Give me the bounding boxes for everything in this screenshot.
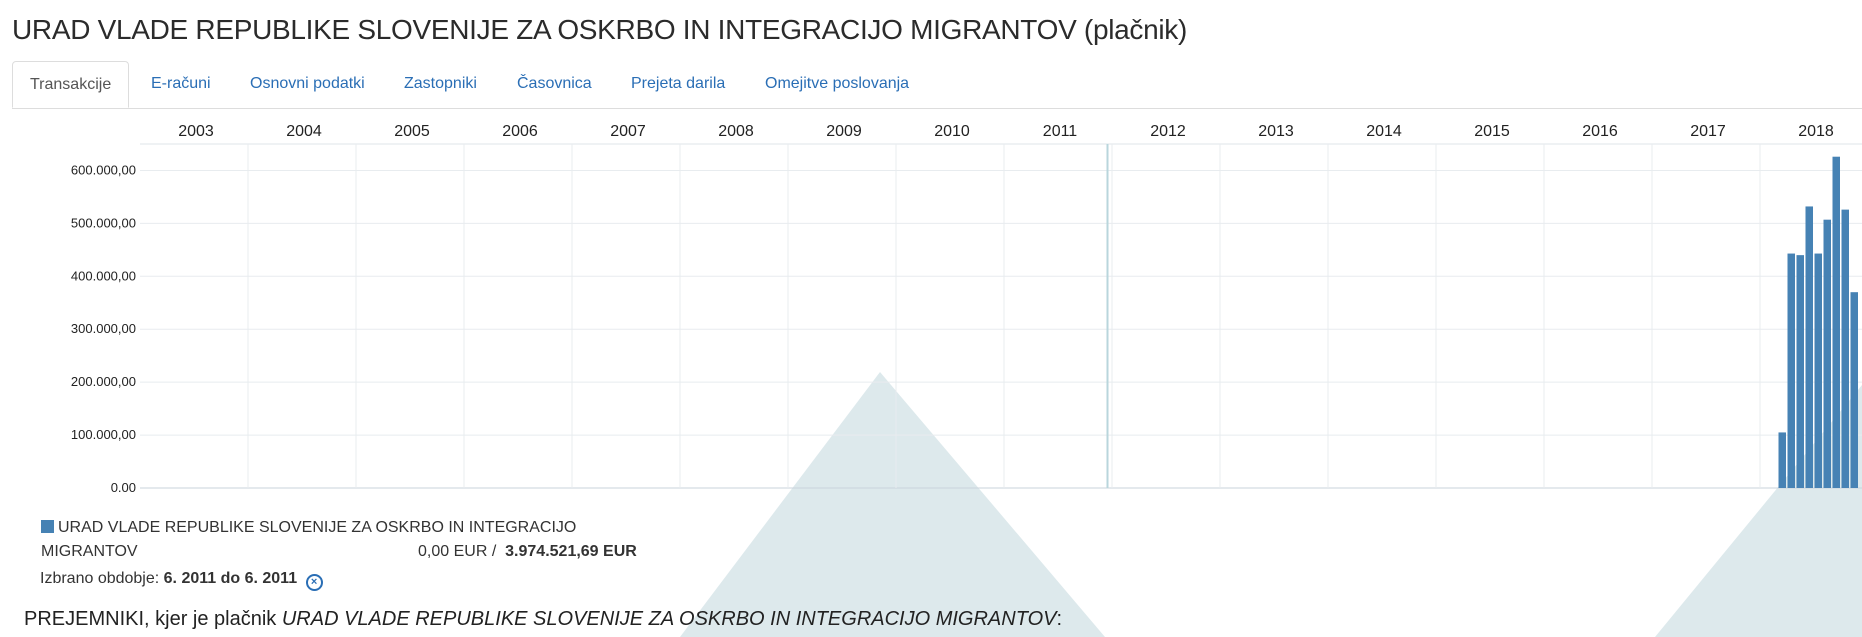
tab-transakcije[interactable]: Transakcije (12, 61, 130, 108)
y-tick-label: 300.000,00 (71, 321, 136, 336)
chart-grid (140, 143, 1862, 489)
bar[interactable] (1850, 292, 1859, 488)
tab-osnovni-podatki[interactable]: Osnovni podatki (250, 75, 365, 92)
x-tick-label: 2015 (1474, 123, 1510, 140)
total-amount: 3.974.521,69 EUR (505, 543, 637, 560)
legend-amounts: 0,00 EUR / 3.974.521,69 EUR (418, 543, 637, 561)
bar[interactable] (1805, 206, 1814, 489)
tab-casovnica[interactable]: Časovnica (517, 75, 592, 92)
bar[interactable] (1841, 209, 1850, 488)
recipients-payer: URAD VLADE REPUBLIKE SLOVENIJE ZA OSKRBO… (281, 608, 1057, 630)
x-tick-label: 2018 (1798, 123, 1834, 140)
bar[interactable] (1796, 255, 1805, 488)
selected-amount: 0,00 EUR / (418, 543, 497, 560)
bar[interactable] (1823, 219, 1832, 488)
y-tick-label: 200.000,00 (71, 374, 136, 389)
x-tick-label: 2017 (1690, 123, 1726, 140)
selected-period-value: 6. 2011 do 6. 2011 (163, 570, 298, 587)
x-tick-label: 2007 (610, 123, 646, 140)
chart-bars (1778, 156, 1859, 489)
selected-period: Izbrano obdobje: 6. 2011 do 6. 2011 × (40, 570, 323, 591)
y-tick-label: 0.00 (111, 480, 136, 495)
x-tick-label: 2016 (1582, 123, 1618, 140)
x-tick-label: 2012 (1150, 123, 1186, 140)
x-tick-label: 2011 (1043, 123, 1078, 140)
x-tick-label: 2006 (502, 123, 538, 140)
selected-period-label: Izbrano obdobje: (40, 570, 164, 587)
bar[interactable] (1832, 156, 1841, 488)
legend-swatch (41, 520, 54, 533)
x-tick-label: 2013 (1258, 123, 1294, 140)
tab-prejeta-darila[interactable]: Prejeta darila (631, 75, 726, 92)
tab-e-racuni[interactable]: E-računi (151, 75, 211, 92)
y-tick-label: 400.000,00 (71, 268, 136, 283)
legend-label-line1: URAD VLADE REPUBLIKE SLOVENIJE ZA OSKRBO… (58, 519, 577, 536)
legend-label-line2: MIGRANTOV (41, 543, 138, 560)
transactions-chart[interactable]: 2003 2004 2005 2006 2007 2008 2009 2010 2011 2012… (0, 108, 1862, 503)
clear-selection-icon[interactable]: × (305, 574, 323, 591)
x-tick-label: 2005 (394, 123, 430, 140)
tab-bar: Transakcije E-računi Osnovni podatki Zas… (12, 61, 1862, 109)
x-tick-label: 2014 (1366, 123, 1402, 140)
tab-zastopniki[interactable]: Zastopniki (404, 75, 477, 92)
recipients-suffix: : (1056, 608, 1063, 630)
background-triangle (680, 372, 1105, 637)
y-tick-label: 100.000,00 (71, 427, 136, 442)
x-tick-label: 2010 (934, 123, 970, 140)
bar[interactable] (1814, 253, 1823, 488)
page-title: URAD VLADE REPUBLIKE SLOVENIJE ZA OSKRBO… (12, 14, 1188, 45)
recipients-prefix: PREJEMNIKI, kjer je plačnik (24, 608, 282, 630)
x-axis-labels: 2003 2004 2005 2006 2007 2008 2009 2010 2011 2012… (178, 123, 1834, 140)
x-tick-label: 2003 (178, 123, 214, 140)
bar[interactable] (1787, 253, 1796, 488)
legend-entry[interactable]: URAD VLADE REPUBLIKE SLOVENIJE ZA OSKRBO… (41, 519, 576, 537)
y-axis-labels: 0.00 100.000,00 200.000,00 300.000,00 400.00… (71, 162, 136, 495)
x-tick-label: 2004 (286, 123, 322, 140)
bar[interactable] (1778, 432, 1787, 488)
y-tick-label: 600.000,00 (71, 162, 136, 177)
legend-entry-continued: MIGRANTOV (41, 543, 138, 561)
y-tick-label: 500.000,00 (71, 215, 136, 230)
tab-omejitve-poslovanja[interactable]: Omejitve poslovanja (765, 75, 910, 92)
x-tick-label: 2008 (718, 123, 754, 140)
recipients-heading: PREJEMNIKI, kjer je plačnik URAD VLADE R… (24, 608, 1062, 631)
x-tick-label: 2009 (826, 123, 862, 140)
